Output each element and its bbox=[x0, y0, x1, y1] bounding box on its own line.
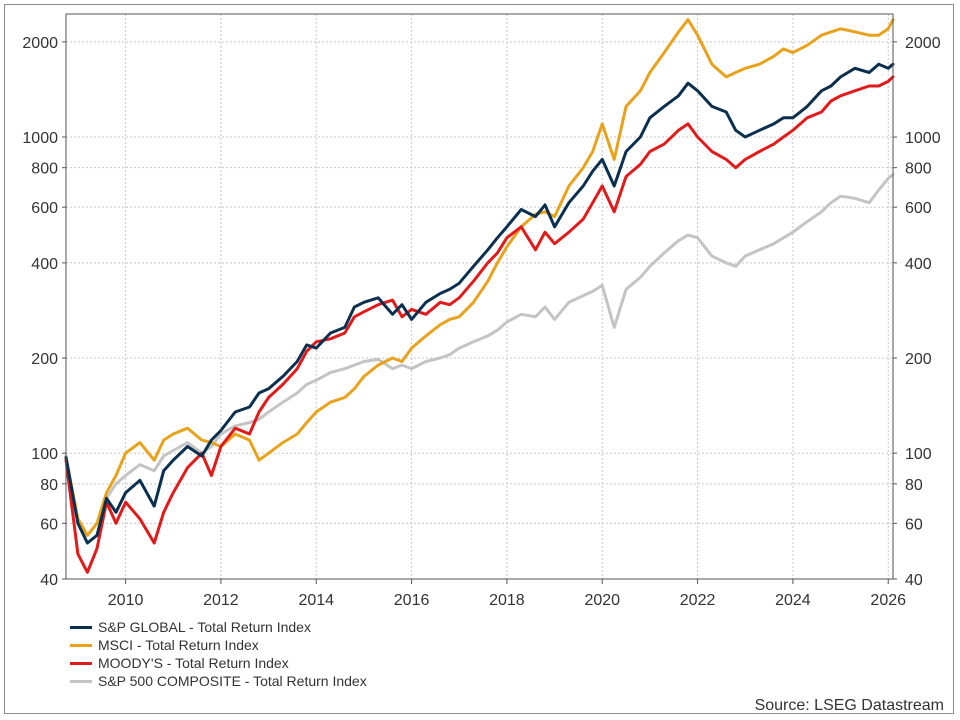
y-tick-label-left: 400 bbox=[31, 256, 58, 273]
y-tick-label-right: 800 bbox=[905, 161, 932, 178]
y-tick-label-left: 600 bbox=[31, 200, 58, 217]
x-tick-label: 2016 bbox=[394, 592, 430, 609]
axis-ticks: 40 40 60 60 80 80 100 100 200 200 400 400 600 600 800 8… bbox=[22, 35, 940, 609]
y-tick-label-right: 400 bbox=[905, 256, 932, 273]
source-note: Source: LSEG Datastream bbox=[754, 697, 944, 714]
x-tick-label: 2018 bbox=[489, 592, 525, 609]
series-line-sp500 bbox=[64, 173, 895, 537]
y-tick-label-right: 100 bbox=[905, 446, 932, 463]
y-tick-label-left: 1000 bbox=[22, 130, 58, 147]
plot-area-border bbox=[65, 13, 894, 580]
x-tick-label: 2014 bbox=[298, 592, 334, 609]
y-tick-label-left: 2000 bbox=[22, 35, 58, 52]
gridlines bbox=[66, 14, 893, 580]
y-tick-label-right: 1000 bbox=[905, 130, 941, 147]
legend-label: S&P GLOBAL - Total Return Index bbox=[98, 619, 311, 635]
legend-swatch bbox=[70, 661, 92, 665]
x-tick-label: 2012 bbox=[203, 592, 239, 609]
y-tick-label-left: 60 bbox=[40, 516, 58, 533]
series-lines bbox=[64, 18, 895, 574]
y-tick-label-right: 60 bbox=[905, 516, 923, 533]
x-tick-label: 2020 bbox=[584, 592, 620, 609]
legend-label: MOODY'S - Total Return Index bbox=[98, 655, 289, 671]
x-tick-label: 2024 bbox=[775, 592, 811, 609]
y-tick-label-right: 80 bbox=[905, 477, 923, 494]
legend: S&P GLOBAL - Total Return Index MSCI - T… bbox=[70, 618, 367, 690]
x-tick-label: 2022 bbox=[680, 592, 716, 609]
chart-frame bbox=[4, 4, 954, 714]
x-tick-label: 2010 bbox=[108, 592, 144, 609]
x-tick-label: 2026 bbox=[870, 592, 906, 609]
legend-item-sp-global: S&P GLOBAL - Total Return Index bbox=[70, 618, 367, 636]
y-tick-label-left: 800 bbox=[31, 161, 58, 178]
legend-label: MSCI - Total Return Index bbox=[98, 637, 259, 653]
legend-swatch bbox=[70, 625, 92, 629]
legend-swatch bbox=[70, 643, 92, 647]
legend-item-moodys: MOODY'S - Total Return Index bbox=[70, 654, 367, 672]
series-line-msci bbox=[64, 18, 895, 537]
legend-item-sp500: S&P 500 COMPOSITE - Total Return Index bbox=[70, 672, 367, 690]
y-tick-label-right: 40 bbox=[905, 572, 923, 589]
series-line-moodys bbox=[64, 75, 895, 574]
y-tick-label-right: 200 bbox=[905, 351, 932, 368]
y-tick-label-right: 2000 bbox=[905, 35, 941, 52]
legend-swatch bbox=[70, 679, 92, 683]
y-tick-label-right: 600 bbox=[905, 200, 932, 217]
y-tick-label-left: 200 bbox=[31, 351, 58, 368]
legend-item-msci: MSCI - Total Return Index bbox=[70, 636, 367, 654]
y-tick-label-left: 40 bbox=[40, 572, 58, 589]
series-line-sp-global bbox=[64, 62, 895, 545]
y-tick-label-left: 100 bbox=[31, 446, 58, 463]
legend-label: S&P 500 COMPOSITE - Total Return Index bbox=[98, 673, 367, 689]
y-tick-label-left: 80 bbox=[40, 477, 58, 494]
